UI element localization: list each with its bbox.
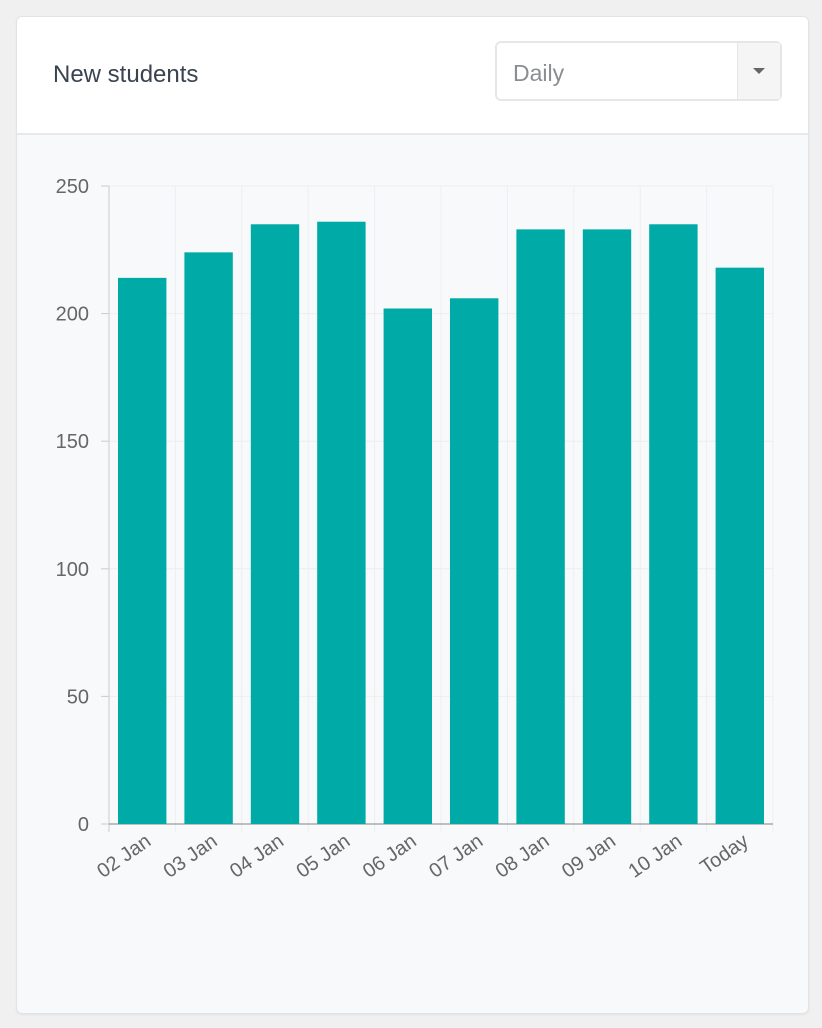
bar (250, 224, 300, 824)
bar (649, 224, 698, 824)
bar (118, 277, 167, 824)
bar (317, 221, 366, 824)
y-tick-label: 0 (78, 814, 89, 836)
bar (582, 229, 632, 824)
x-tick-label: 10 Jan (624, 830, 686, 882)
y-tick-label: 250 (56, 176, 89, 198)
x-tick-label: 04 Jan (226, 830, 288, 882)
bar (516, 229, 565, 824)
card-header: New students Daily (17, 17, 808, 135)
y-tick-label: 200 (56, 304, 89, 326)
x-tick-label: 06 Jan (359, 830, 421, 882)
x-tick-label: Today (696, 830, 752, 879)
x-tick-label: 02 Jan (93, 830, 155, 882)
dropdown-toggle[interactable] (737, 43, 780, 99)
period-select[interactable]: Daily (495, 41, 782, 101)
y-tick-label: 150 (56, 431, 89, 453)
y-tick-label: 50 (67, 686, 89, 708)
x-tick-label: 08 Jan (492, 830, 554, 882)
card-title: New students (53, 61, 199, 88)
y-tick-label: 100 (56, 559, 89, 581)
period-select-value: Daily (513, 60, 565, 86)
caret-down-icon (753, 68, 765, 74)
bar (715, 267, 764, 824)
x-tick-label: 07 Jan (425, 830, 487, 882)
x-tick-label: 03 Jan (160, 830, 222, 882)
x-tick-label: 05 Jan (292, 830, 354, 882)
bar (184, 252, 233, 825)
bar (450, 298, 499, 825)
bar (383, 308, 432, 825)
x-tick-label: 09 Jan (558, 830, 620, 882)
